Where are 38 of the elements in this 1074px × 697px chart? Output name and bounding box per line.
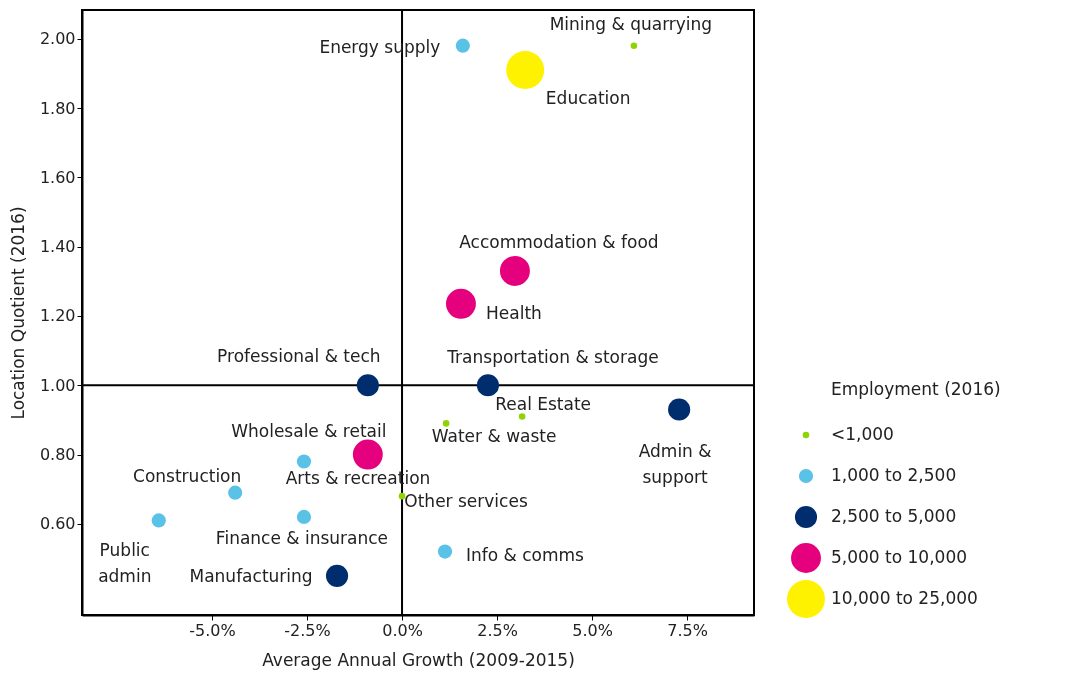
annotation: Water & waste	[431, 426, 557, 447]
x-tick-label: 0.0%	[382, 620, 423, 640]
x-tick-label: -5.0%	[189, 620, 236, 640]
y-tick-label: 1.60	[39, 167, 76, 187]
annotation: Education	[545, 87, 631, 108]
x-tick-label: 5.0%	[572, 620, 613, 640]
x-tick-label: 2.5%	[477, 620, 518, 640]
x-tick-label: -2.5%	[284, 620, 331, 640]
y-tick-label: 0.60	[39, 514, 76, 534]
annotation: Accommodation & food	[459, 231, 659, 252]
annotation: Finance & insurance	[215, 527, 389, 548]
y-axis-title: Location Quotient (2016)	[7, 206, 28, 420]
y-tick-label: 1.20	[39, 306, 76, 326]
y-tick-label: 1.40	[39, 237, 76, 257]
y-tick-label: 2.00	[39, 29, 76, 49]
legend-label: 2,500 to 5,000	[831, 506, 957, 526]
y-tick-label: 1.00	[39, 375, 76, 395]
annotation: Manufacturing	[189, 565, 313, 586]
annotation: Other services	[404, 491, 528, 512]
y-tick-label: 1.80	[39, 98, 76, 118]
annotation: Construction	[133, 465, 242, 486]
annotation: Professional & tech	[217, 346, 381, 367]
x-tick-label: 7.5%	[667, 620, 708, 640]
annotation: Mining & quarrying	[549, 13, 713, 34]
annotation: Public admin	[98, 540, 152, 587]
legend-label: 1,000 to 2,500	[831, 465, 957, 485]
annotation: Info & comms	[466, 544, 585, 565]
annotation: Real Estate	[495, 394, 592, 415]
annotation: Wholesale & retail	[231, 420, 387, 441]
y-tick-label: 0.80	[39, 445, 76, 465]
annotation: Transportation & storage	[446, 347, 659, 368]
annotation: Health	[486, 302, 542, 323]
legend-title: Employment (2016)	[831, 379, 1001, 399]
legend-label: 5,000 to 10,000	[831, 547, 968, 567]
legend-label: <1,000	[831, 424, 894, 444]
x-axis-title: Average Annual Growth (2009-2015)	[262, 649, 575, 670]
legend-label: 10,000 to 25,000	[831, 588, 978, 608]
annotation: Admin & support	[638, 440, 712, 487]
